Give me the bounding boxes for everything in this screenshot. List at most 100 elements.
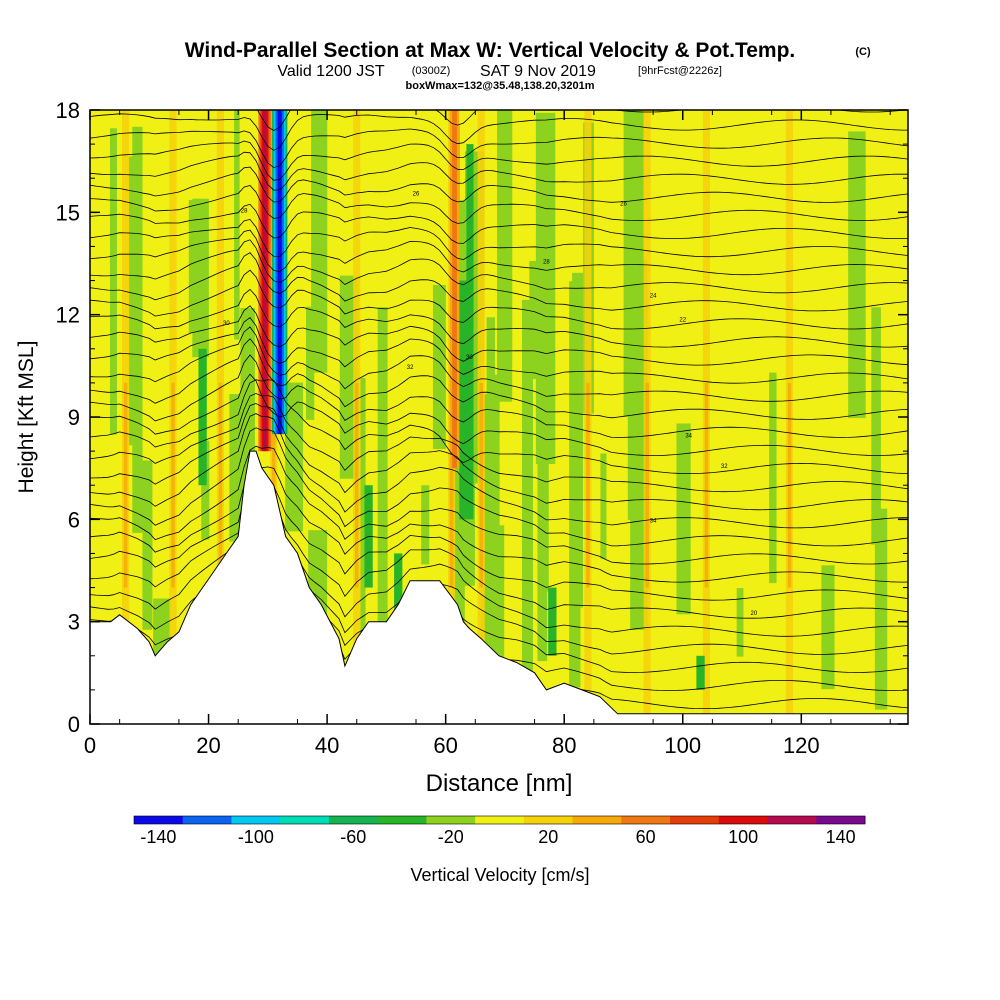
subtitle-box-wmax: boxWmax=132@35.48,138.20,3201m: [406, 80, 595, 92]
theta-contour: [90, 413, 908, 529]
theta-contour: [90, 185, 908, 224]
theta-contour: [90, 338, 908, 420]
subtitle-line: Valid 1200 JST (0300Z) SAT 9 Nov 2019 [9…: [277, 63, 722, 80]
theta-contour: [90, 379, 908, 474]
weak-downdraft-cell: [736, 588, 744, 657]
theta-contour-label: 34: [650, 519, 657, 525]
weak-downdraft-cell: [537, 329, 548, 662]
y-tick-label: 3: [68, 610, 80, 635]
colorbar-swatch: [572, 816, 622, 824]
weak-downdraft-cell: [486, 317, 496, 560]
colorbar-tick-label: -20: [438, 827, 464, 847]
colorbar-swatch: [182, 816, 232, 824]
weak-downdraft-cell: [494, 374, 500, 610]
updraft-core: [354, 382, 359, 588]
weak-downdraft-cell: [109, 128, 117, 435]
colorbar-tick-label: 100: [728, 827, 758, 847]
weak-downdraft-cell: [500, 110, 513, 363]
theta-contour: [90, 326, 908, 402]
subtitle-valid-time: Valid 1200 JST: [277, 63, 385, 80]
weak-downdraft-cell: [623, 110, 635, 417]
colorbar-swatch: [475, 816, 525, 824]
weak-downdraft-cell: [769, 372, 777, 584]
weak-downdraft-cell: [132, 126, 143, 533]
colorbar-frame: [133, 815, 866, 825]
updraft-core: [645, 382, 649, 588]
axes: 0 20 40 60 80 100 120 0 3 6 9 12 15 18: [56, 98, 908, 758]
colorbar-swatch: [426, 816, 476, 824]
theta-contour: [90, 393, 908, 493]
secondary-downdraft: [466, 144, 474, 520]
weak-downdraft-cell: [569, 281, 581, 688]
weak-downdraft-cell: [311, 110, 328, 373]
colorbar: -140 -100 -60 -20 20 60 100 140: [133, 815, 866, 847]
y-tick-label: 0: [68, 712, 80, 737]
weak-downdraft-cell: [306, 306, 315, 420]
theta-contour: [90, 479, 908, 601]
y-tick-label: 18: [56, 98, 80, 123]
subtitle-forecast: [9hrFcst@2226z]: [638, 65, 722, 77]
y-tick-label: 9: [68, 405, 80, 430]
theta-contour-label: 20: [751, 611, 758, 617]
colorbar-swatch: [767, 816, 817, 824]
y-tick-label: 6: [68, 507, 80, 532]
theta-contour-label: 26: [620, 202, 627, 208]
colorbar-tick-label: -100: [238, 827, 274, 847]
x-tick-label: 120: [783, 733, 820, 758]
updraft-core: [171, 382, 175, 588]
theta-contour-label: 28: [543, 260, 550, 266]
weak-downdraft-cell: [543, 401, 549, 592]
theta-contour: [90, 166, 908, 203]
colorbar-label: Vertical Velocity [cm/s]: [410, 865, 589, 885]
theta-contour: [90, 229, 908, 276]
theta-contour-label: 30: [466, 355, 473, 361]
x-tick-label: 40: [315, 733, 339, 758]
theta-contour: [90, 140, 908, 181]
x-tick-label: 0: [84, 733, 96, 758]
weak-downdraft-cell: [522, 299, 534, 675]
theta-contour: [90, 151, 908, 191]
downdraft-patch: [459, 280, 468, 520]
theta-contour-label: 32: [721, 464, 728, 470]
theta-contour: [90, 218, 908, 261]
x-tick-label: 60: [433, 733, 457, 758]
colorbar-tick-label: 60: [636, 827, 656, 847]
weak-downdraft-cell: [377, 307, 388, 692]
theta-contour: [90, 403, 908, 511]
strong-downdraft: [277, 110, 282, 435]
colorbar-swatch: [718, 816, 769, 824]
x-tick-label: 100: [664, 733, 701, 758]
weak-downdraft-cell: [201, 440, 210, 540]
weak-downdraft-cell: [360, 378, 366, 700]
y-tick-label: 15: [56, 200, 80, 225]
theta-contour: [90, 288, 908, 348]
colorbar-swatch: [523, 816, 574, 824]
colorbar-tick-label: 140: [826, 827, 856, 847]
colorbar-tick-label: -60: [340, 827, 366, 847]
weak-downdraft-cell: [676, 423, 691, 615]
downdraft-patch: [198, 348, 207, 486]
theta-contour: [90, 317, 908, 384]
updraft-core: [479, 382, 483, 588]
weak-downdraft-cell: [234, 110, 240, 340]
y-axis-label: Height [Kft MSL]: [15, 341, 38, 494]
downdraft-patch: [696, 655, 705, 690]
updraft-core: [449, 382, 454, 588]
weak-downdraft-cell: [600, 453, 607, 559]
copyright-mark: (C): [855, 46, 871, 58]
y-tick-label: 12: [56, 303, 80, 328]
colorbar-swatch: [134, 816, 184, 824]
subtitle-date: SAT 9 Nov 2019: [480, 63, 596, 80]
theta-contour: [90, 464, 908, 583]
theta-contour-label: 26: [413, 191, 420, 197]
weak-downdraft-cell: [481, 394, 492, 721]
theta-contour: [90, 203, 908, 244]
weak-downdraft-cell: [628, 321, 636, 447]
theta-contour: [90, 354, 908, 438]
theta-contour-label: 32: [407, 365, 414, 371]
secondary-updraft: [452, 110, 457, 469]
colorbar-swatch: [231, 816, 281, 824]
updraft-core: [218, 382, 223, 588]
updraft-core: [586, 382, 590, 588]
theta-contour: [90, 305, 908, 366]
